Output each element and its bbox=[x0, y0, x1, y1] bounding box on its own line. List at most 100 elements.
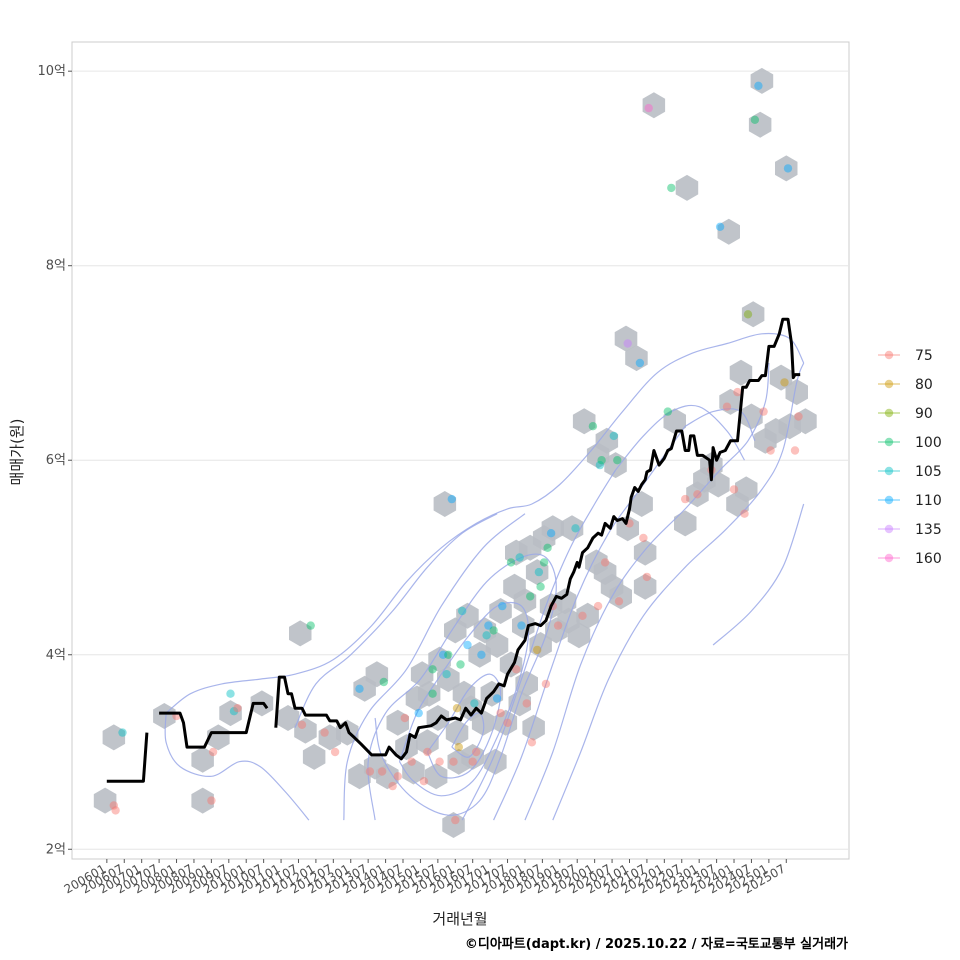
hexbin-8 bbox=[289, 620, 312, 647]
point-75-60 bbox=[541, 679, 551, 689]
point-75-26 bbox=[435, 757, 444, 766]
hexbin-66 bbox=[572, 408, 596, 435]
point-100-44 bbox=[489, 626, 498, 635]
hexbin-81 bbox=[642, 92, 666, 119]
hexbin-1 bbox=[102, 724, 126, 751]
hexbin-52 bbox=[513, 588, 537, 615]
point-75-31 bbox=[449, 757, 458, 766]
hexbin-31 bbox=[442, 812, 465, 838]
point-75-18 bbox=[393, 772, 402, 781]
point-75-14 bbox=[365, 767, 375, 776]
hexbin-65 bbox=[567, 622, 591, 649]
point-75-74 bbox=[614, 597, 624, 606]
point-75-83 bbox=[681, 494, 690, 504]
hexbin-36 bbox=[456, 602, 479, 629]
point-75-12 bbox=[330, 747, 340, 757]
point-75-0 bbox=[109, 801, 119, 810]
hexbin-96 bbox=[748, 111, 772, 138]
legend-label: 160 bbox=[915, 551, 942, 567]
hexbin-21 bbox=[402, 758, 425, 785]
contour-1 bbox=[367, 553, 557, 821]
point-100-92 bbox=[750, 115, 760, 125]
point-110-93 bbox=[754, 81, 763, 91]
hexbin-67 bbox=[576, 602, 599, 629]
hexbin-60 bbox=[541, 515, 565, 542]
hexbin-74 bbox=[609, 583, 632, 610]
legend-key-dot bbox=[884, 350, 894, 360]
legend-key-dot bbox=[884, 379, 894, 389]
point-75-4 bbox=[208, 747, 218, 757]
hexbin-94 bbox=[740, 403, 763, 430]
point-75-53 bbox=[522, 699, 531, 708]
point-100-70 bbox=[597, 456, 606, 465]
hexbin-83 bbox=[674, 510, 697, 537]
median-price-line bbox=[106, 317, 801, 783]
point-75-10 bbox=[297, 720, 307, 729]
point-100-58 bbox=[536, 582, 545, 591]
point-75-1 bbox=[111, 806, 120, 815]
point-75-32 bbox=[451, 815, 460, 825]
y-axis-title: 매매가(원) bbox=[8, 419, 26, 486]
contour-3 bbox=[426, 673, 502, 779]
hexbin-95 bbox=[741, 301, 765, 328]
hexbin-9 bbox=[276, 705, 300, 731]
point-75-16 bbox=[377, 767, 387, 776]
legend-label: 75 bbox=[915, 348, 933, 364]
point-75-87 bbox=[722, 402, 732, 411]
point-90-91 bbox=[743, 310, 753, 319]
point-105-65 bbox=[571, 524, 580, 533]
hexbin-78 bbox=[630, 491, 653, 517]
point-75-50 bbox=[512, 665, 521, 674]
point-110-30 bbox=[447, 494, 456, 504]
hexbin-64 bbox=[560, 515, 584, 542]
hexbin-26 bbox=[424, 763, 448, 790]
hexbin-97 bbox=[750, 67, 774, 94]
point-105-42 bbox=[482, 631, 491, 640]
median-line-segment-2 bbox=[274, 317, 801, 761]
hexbin-44 bbox=[485, 632, 509, 658]
point-110-86 bbox=[715, 222, 725, 231]
hexbin-93 bbox=[735, 476, 758, 503]
hexbin-12 bbox=[318, 724, 342, 751]
point-100-29 bbox=[444, 650, 453, 659]
legend-item-135: 135 bbox=[878, 522, 942, 538]
legend-label: 100 bbox=[915, 435, 942, 451]
point-75-8 bbox=[233, 704, 242, 713]
hexbin-90 bbox=[719, 388, 742, 415]
contour-2 bbox=[398, 601, 530, 797]
point-75-88 bbox=[729, 485, 739, 494]
point-135-75 bbox=[623, 339, 632, 348]
hexbin-29 bbox=[433, 491, 457, 517]
point-110-21 bbox=[414, 708, 423, 718]
y-tick-label-2: 6억 bbox=[46, 453, 66, 468]
point-75-11 bbox=[320, 728, 329, 737]
legend-key-dot bbox=[884, 495, 894, 505]
point-110-97 bbox=[783, 164, 793, 173]
point-105-51 bbox=[515, 553, 524, 562]
point-75-66 bbox=[578, 611, 587, 620]
point-105-6 bbox=[226, 689, 235, 698]
point-75-84 bbox=[693, 490, 702, 499]
point-110-62 bbox=[546, 529, 556, 538]
y-tick-label-0: 2억 bbox=[46, 842, 66, 857]
y-axis-ticks: 2억 4억 6억 8억 10억 bbox=[37, 64, 72, 857]
point-105-36 bbox=[458, 606, 467, 616]
y-tick-label-4: 10억 bbox=[37, 64, 66, 79]
contour-0 bbox=[343, 513, 526, 821]
point-100-35 bbox=[456, 660, 465, 669]
contour-13 bbox=[684, 408, 756, 442]
legend-key-dot bbox=[884, 437, 894, 447]
median-line-segment-0 bbox=[106, 732, 149, 783]
contour-9 bbox=[524, 362, 770, 821]
contour-14 bbox=[712, 503, 805, 646]
point-110-27 bbox=[438, 650, 448, 659]
legend-label: 110 bbox=[915, 493, 942, 509]
contour-12 bbox=[615, 404, 746, 471]
contour-7 bbox=[294, 513, 498, 728]
point-75-90 bbox=[740, 509, 749, 518]
point-110-41 bbox=[477, 650, 486, 659]
point-80-34 bbox=[454, 742, 463, 752]
point-110-37 bbox=[463, 640, 472, 650]
y-gridlines bbox=[72, 70, 849, 850]
